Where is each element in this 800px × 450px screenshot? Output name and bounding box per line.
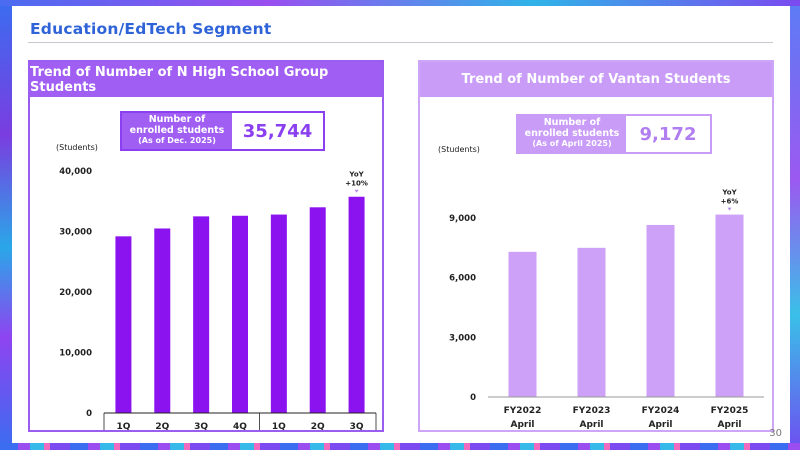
bar-fy2024 — [646, 224, 675, 397]
top-decor-strip — [0, 0, 800, 6]
callout-label: Number of enrolled students (As of Dec. … — [122, 113, 232, 149]
y-axis-label: (Students) — [56, 143, 98, 152]
callout-label-line3: (As of April 2025) — [532, 139, 612, 149]
x-tick-sublabel: April — [717, 420, 741, 430]
bar-fy2025 — [715, 214, 744, 397]
y-tick-label: 3,000 — [449, 333, 476, 343]
bar-1q-4 — [270, 214, 287, 413]
n-high-school-bar-chart: (Students)010,00020,00030,00040,000FY202… — [56, 143, 377, 430]
n-high-school-callout: Number of enrolled students (As of Dec. … — [120, 111, 325, 151]
callout-label-line1: Number of — [148, 114, 206, 126]
title-divider — [28, 42, 773, 43]
bar-fy2023 — [577, 247, 606, 397]
yoy-label-line2: +10% — [345, 180, 368, 188]
x-tick-label: 3Q — [194, 422, 208, 430]
n-high-school-panel: Trend of Number of N High School Group S… — [28, 60, 384, 432]
vantan-panel: Trend of Number of Vantan Students Numbe… — [418, 60, 774, 432]
yoy-label-line1: YoY — [721, 189, 737, 197]
callout-label-line2: enrolled students — [129, 124, 225, 136]
x-tick-label: FY2025 — [711, 406, 749, 416]
y-tick-label: 0 — [86, 409, 92, 419]
y-tick-label: 0 — [470, 393, 476, 403]
bar-2q-5 — [309, 207, 326, 413]
x-tick-label: 1Q — [116, 422, 130, 430]
x-tick-sublabel: April — [579, 420, 603, 430]
y-axis-label: (Students) — [438, 145, 480, 154]
x-tick-label: FY2024 — [642, 406, 680, 416]
y-tick-label: 20,000 — [59, 288, 92, 298]
vantan-callout: Number of enrolled students (As of April… — [516, 114, 712, 154]
bar-fy2022 — [508, 251, 537, 397]
right-decor-strip — [790, 0, 800, 450]
x-tick-sublabel: April — [510, 420, 534, 430]
x-tick-label: 4Q — [233, 422, 247, 430]
bar-2q-1 — [154, 228, 171, 413]
slide: Education/EdTech Segment Trend of Number… — [12, 6, 790, 443]
vantan-chart-title: Trend of Number of Vantan Students — [420, 62, 772, 97]
left-decor-strip — [0, 0, 12, 450]
vantan-bar-chart: (Students) 0 3,000 6,000 9,000 FY2022 April FY2… — [438, 145, 764, 430]
x-tick-label: 2Q — [155, 422, 169, 430]
callout-value: 9,172 — [639, 123, 697, 145]
page-number: 30 — [769, 428, 782, 439]
x-tick-label: 1Q — [272, 422, 286, 430]
callout-label-line1: Number of — [543, 117, 601, 129]
bottom-decor-strip — [0, 443, 800, 450]
yoy-arrow-icon — [354, 189, 359, 193]
bar-4q-3 — [232, 215, 248, 413]
yoy-label-line1: YoY — [348, 171, 364, 179]
x-tick-label: FY2022 — [504, 406, 542, 416]
callout-value: 35,744 — [242, 120, 313, 142]
bar-3q-6 — [348, 196, 365, 413]
bar-3q-2 — [193, 216, 210, 413]
x-tick-label: FY2023 — [573, 406, 611, 416]
callout-label-line2: enrolled students — [524, 127, 620, 139]
n-high-school-chart-title: Trend of Number of N High School Group S… — [30, 62, 382, 97]
callout-label-line3: (As of Dec. 2025) — [138, 136, 216, 146]
bar-1q-0 — [115, 236, 132, 413]
y-tick-label: 10,000 — [59, 349, 92, 359]
page-title: Education/EdTech Segment — [30, 20, 272, 38]
callout-label: Number of enrolled students (As of April… — [518, 116, 626, 152]
yoy-label-line2: +6% — [721, 198, 739, 206]
x-tick-sublabel: April — [648, 420, 672, 430]
y-tick-label: 6,000 — [449, 274, 476, 284]
yoy-arrow-icon — [727, 207, 732, 211]
y-tick-label: 9,000 — [449, 214, 476, 224]
y-tick-label: 30,000 — [59, 228, 92, 238]
x-tick-label: 3Q — [350, 422, 364, 430]
x-tick-label: 2Q — [311, 422, 325, 430]
y-tick-label: 40,000 — [59, 167, 92, 177]
